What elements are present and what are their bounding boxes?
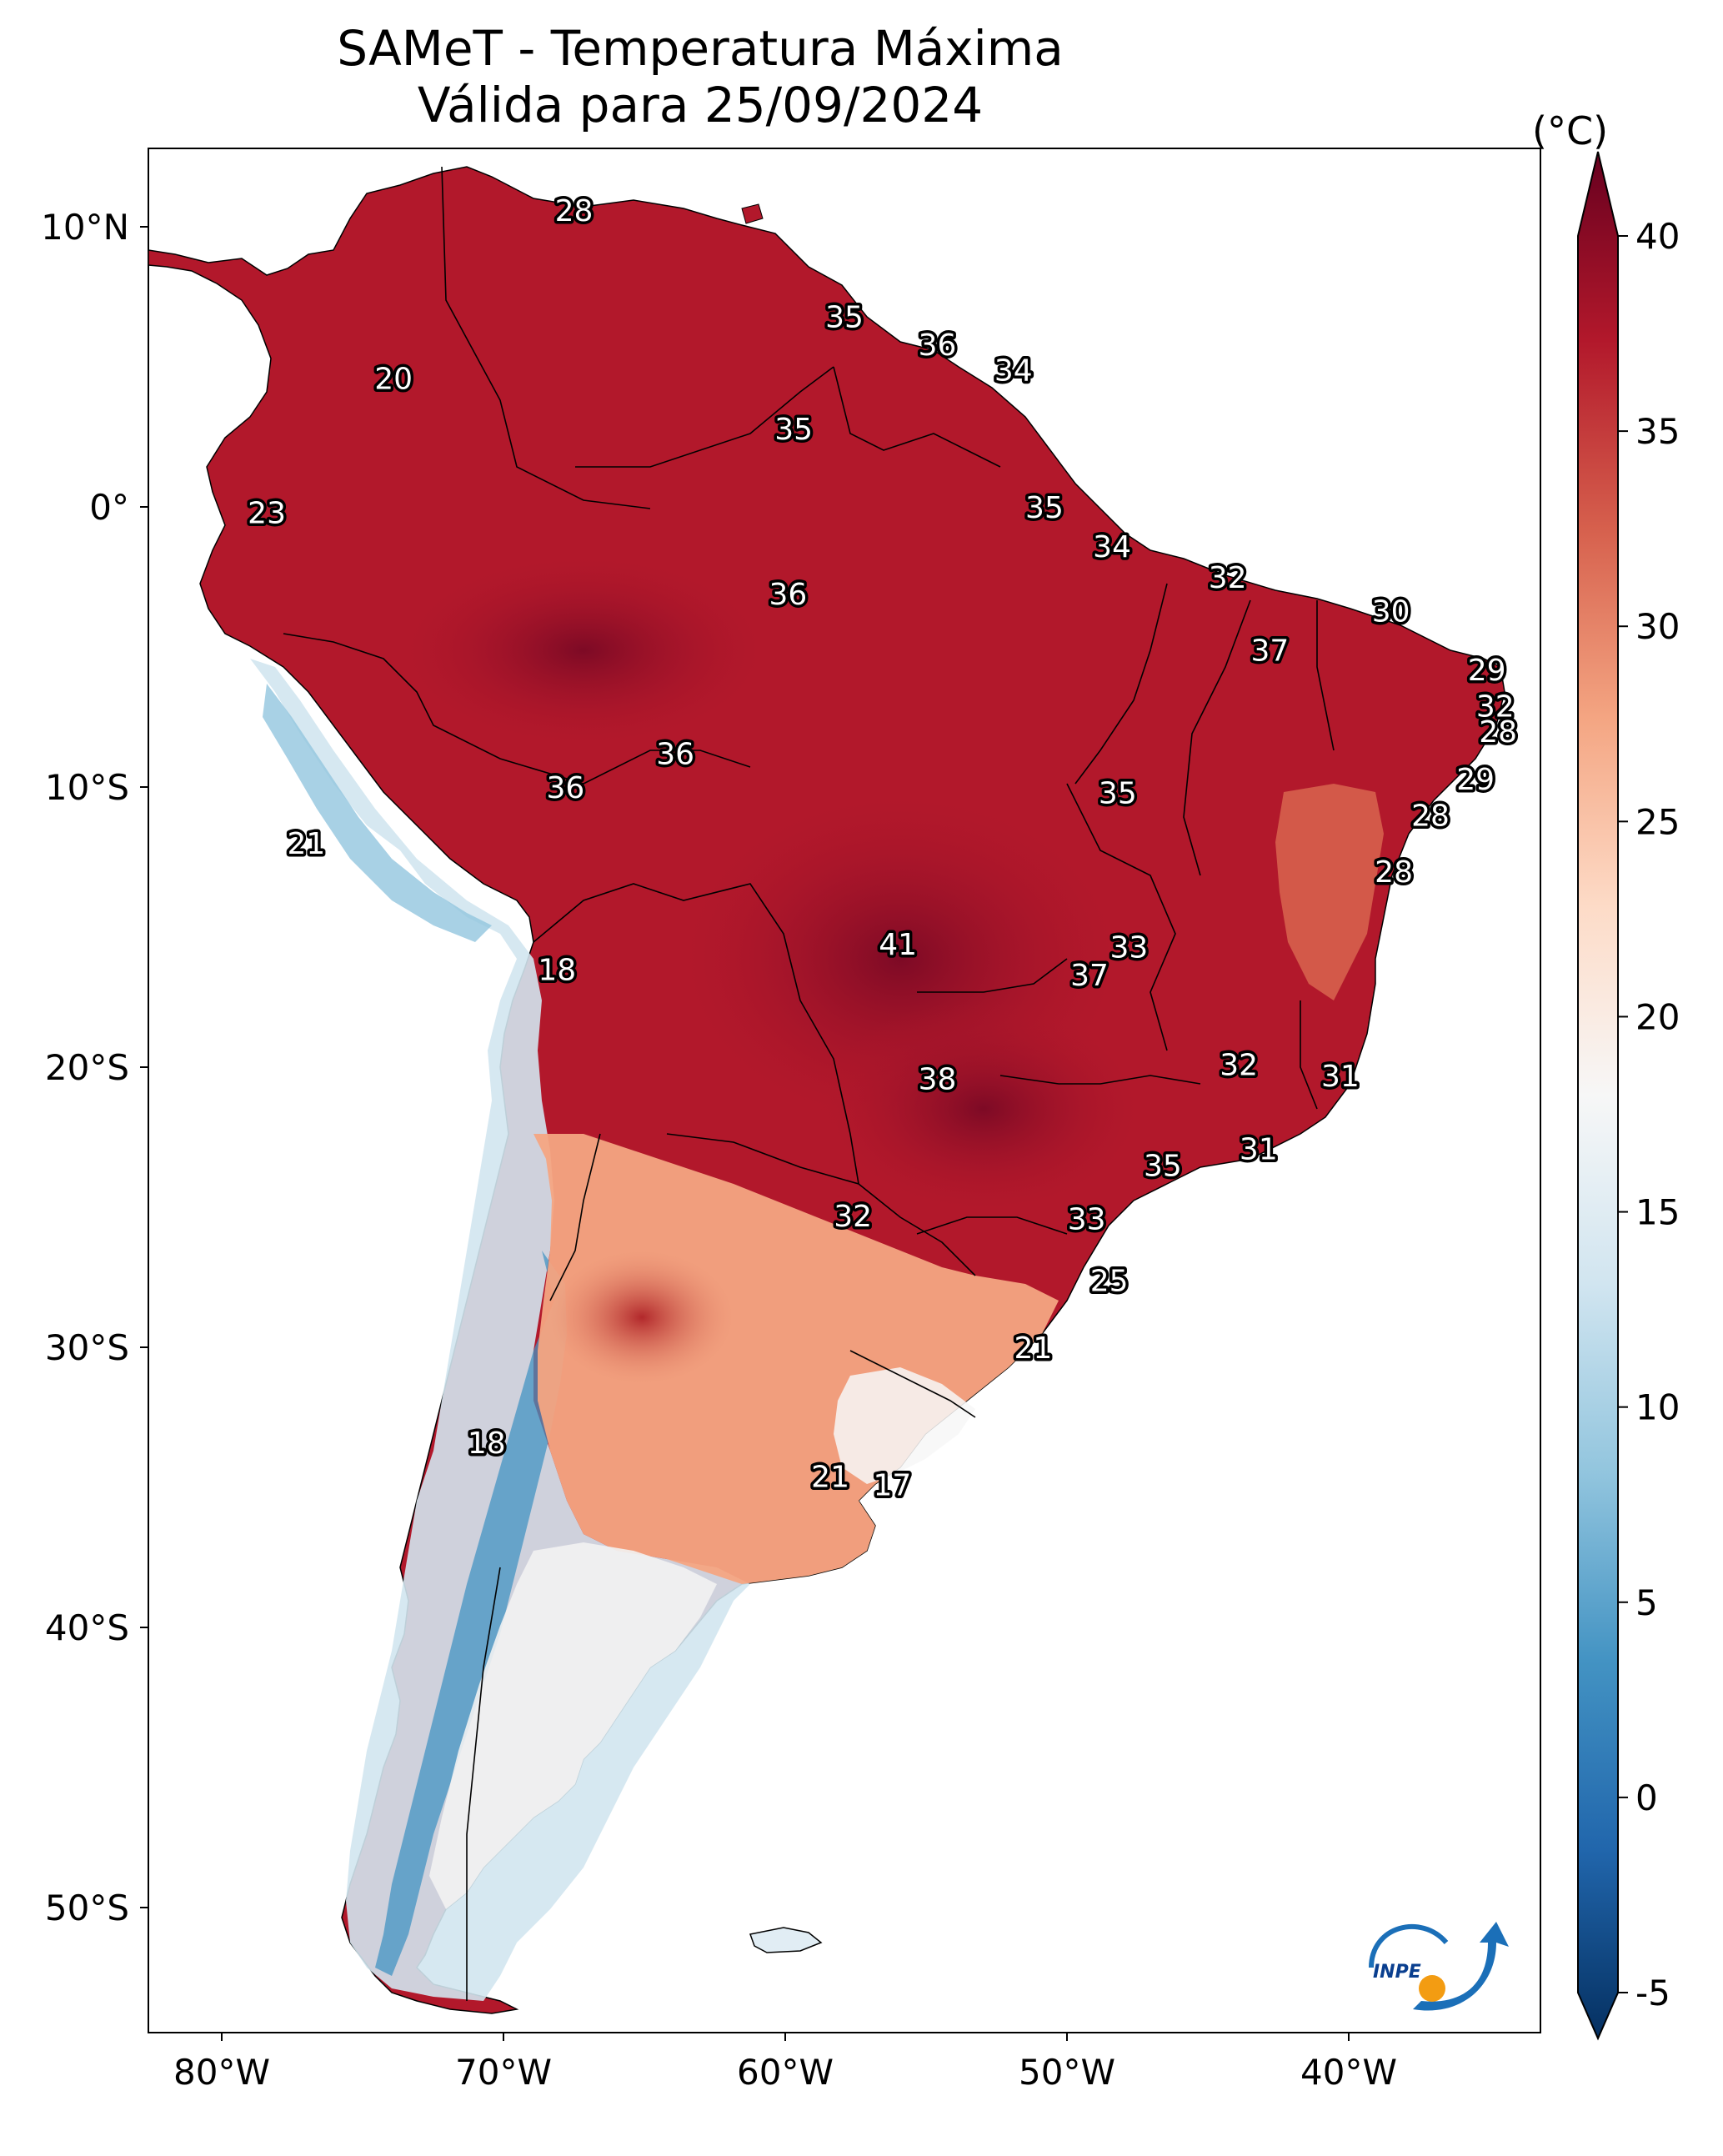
- colorbar-tick-label: 15: [1635, 1192, 1680, 1233]
- lon-label-60w: 60°W: [737, 2052, 834, 2093]
- colorbar-unit: (°C): [1532, 108, 1609, 153]
- station-value: 35: [774, 413, 813, 447]
- station-value: 18: [538, 953, 576, 987]
- logo-arrow-icon: [1413, 1922, 1509, 2011]
- colorbar-tick-label: 25: [1635, 801, 1680, 842]
- station-value: 36: [656, 738, 694, 772]
- andes-deep-cold-band: [375, 1251, 567, 1976]
- hot-region-mato-grosso-do-sul: [817, 1000, 1150, 1217]
- trinidad-island: [741, 203, 764, 224]
- station-value: 34: [1093, 530, 1131, 564]
- station-value: 32: [1220, 1049, 1258, 1083]
- station-value: 35: [1025, 491, 1064, 525]
- station-value: 28: [555, 194, 594, 228]
- colorbar-tick-label: 5: [1635, 1582, 1658, 1623]
- lat-label-10s: 10°S: [45, 767, 129, 808]
- station-value: 28: [1479, 715, 1517, 750]
- colorbar-ticks: 40 35 30 25 20 15 10 5 0 -5: [1618, 216, 1680, 2013]
- station-value: 36: [546, 771, 584, 805]
- logo-arc-icon: [1369, 1923, 1449, 1968]
- country-borders: [283, 166, 1335, 2001]
- lat-label-40s: 40°S: [45, 1607, 129, 1648]
- station-value: 37: [1250, 634, 1289, 668]
- colorbar-tick-label: 0: [1635, 1777, 1658, 1818]
- station-value: 35: [825, 301, 864, 335]
- station-value: 35: [1099, 777, 1137, 811]
- map-axes: 80°W 70°W 60°W 50°W 40°W 10°N 0° 10°S 20…: [41, 207, 1397, 2093]
- station-value: 28: [1411, 800, 1450, 834]
- station-value: 31: [1240, 1132, 1278, 1166]
- map-subtitle: Válida para 25/09/2024: [417, 77, 984, 133]
- lon-label-50w: 50°W: [1019, 2052, 1115, 2093]
- colorbar-tick-label: 30: [1635, 606, 1680, 647]
- colorbar-tick-label: 10: [1635, 1387, 1680, 1428]
- station-value: 18: [468, 1426, 506, 1461]
- logo-text: INPE: [1373, 1962, 1421, 1983]
- station-value: 20: [374, 362, 413, 396]
- station-value: 41: [879, 928, 917, 962]
- station-value: 36: [919, 328, 957, 363]
- station-value: 35: [1144, 1150, 1182, 1184]
- station-value: 36: [769, 578, 807, 612]
- southern-cone-warm-band: [533, 1134, 1059, 1584]
- uruguay-cool-area: [834, 1367, 975, 1484]
- station-value: 29: [1468, 654, 1506, 688]
- station-value: 21: [811, 1461, 849, 1495]
- station-value: 32: [834, 1200, 872, 1234]
- peru-cold-band: [263, 684, 492, 942]
- station-value: 33: [1068, 1202, 1106, 1236]
- colorbar-tick-label: 20: [1635, 996, 1680, 1037]
- inpe-logo: INPE: [1369, 1922, 1509, 2011]
- lon-ticks: 80°W 70°W 60°W 50°W 40°W: [173, 2033, 1397, 2093]
- map-title: SAMeT - Temperatura Máxima: [337, 20, 1064, 77]
- station-value: 28: [1375, 855, 1413, 890]
- station-value: 37: [1070, 959, 1109, 993]
- colorbar-tick-label: 40: [1635, 216, 1680, 257]
- station-value: 32: [1209, 561, 1247, 595]
- lat-ticks: 10°N 0° 10°S 20°S 30°S 40°S 50°S: [41, 207, 148, 1928]
- colorbar-tick-label: -5: [1635, 1973, 1670, 2013]
- lat-label-30s: 30°S: [45, 1327, 129, 1368]
- patagonia-cool-area: [429, 1542, 717, 1909]
- station-value: 32: [1476, 690, 1515, 725]
- colorbar-tick-label: 35: [1635, 411, 1680, 452]
- lat-label-10n: 10°N: [41, 207, 129, 248]
- station-value: 17: [874, 1469, 912, 1503]
- station-value: 29: [1456, 763, 1495, 797]
- station-value: 31: [1321, 1060, 1360, 1094]
- lon-label-80w: 80°W: [173, 2052, 270, 2093]
- station-value: 33: [1109, 931, 1148, 965]
- colorbar-body: [1577, 151, 1619, 2041]
- lon-label-40w: 40°W: [1300, 2052, 1397, 2093]
- colorbar: 40 35 30 25 20 15 10 5 0 -5: [1577, 151, 1680, 2041]
- station-value: 34: [994, 353, 1033, 388]
- station-value: 38: [919, 1062, 957, 1096]
- lat-label-20s: 20°S: [45, 1047, 129, 1088]
- station-value: 21: [1014, 1331, 1053, 1366]
- hot-region-western-amazon: [392, 550, 775, 750]
- station-value: 21: [287, 827, 325, 861]
- lon-label-70w: 70°W: [455, 2052, 552, 2093]
- station-value: 23: [248, 497, 286, 531]
- logo-sun-icon: [1419, 1975, 1445, 2002]
- falkland-islands: [749, 1927, 823, 1953]
- lat-label-50s: 50°S: [45, 1888, 129, 1928]
- warm-region-chaco: [550, 1251, 734, 1384]
- bahia-warm-area: [1275, 784, 1384, 1000]
- station-value: 25: [1090, 1264, 1129, 1298]
- station-value: 30: [1372, 594, 1410, 629]
- lat-label-0: 0°: [89, 487, 129, 528]
